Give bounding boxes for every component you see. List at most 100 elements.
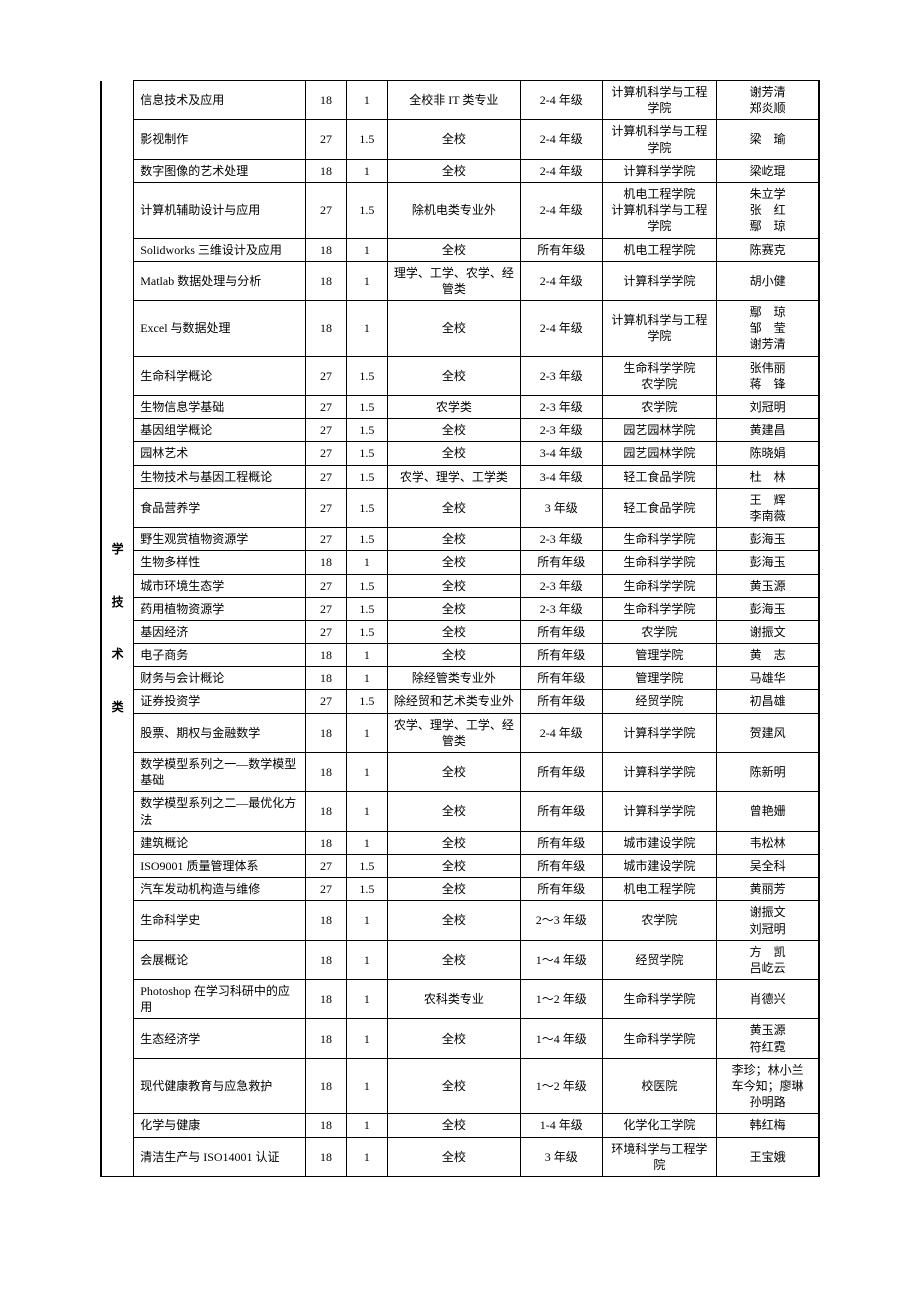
instructors-cell: 彭海玉 <box>717 551 819 574</box>
dept-cell: 农学院 <box>602 396 717 419</box>
instructors-cell: 朱立学张 红鄢 琼 <box>717 182 819 238</box>
instructors-cell: 胡小健 <box>717 261 819 300</box>
dept-cell: 计算机科学与工程学院 <box>602 81 717 120</box>
instructors-cell: 曾艳姗 <box>717 792 819 831</box>
scope-cell: 全校 <box>387 901 520 940</box>
scope-cell: 全校 <box>387 238 520 261</box>
dept-cell: 计算科学学院 <box>602 261 717 300</box>
dept-cell: 生命科学学院 <box>602 597 717 620</box>
table-row: 食品营养学271.5全校3 年级轻工食品学院王 辉李南薇 <box>101 488 819 527</box>
table-row: 基因组学概论271.5全校2-3 年级园艺园林学院黄建昌 <box>101 419 819 442</box>
credit-cell: 1 <box>346 1137 387 1176</box>
hours-cell: 18 <box>306 238 347 261</box>
grade-cell: 2-4 年级 <box>520 120 602 159</box>
scope-cell: 除经贸和艺术类专业外 <box>387 690 520 713</box>
course-cell: 清洁生产与 ISO14001 认证 <box>134 1137 306 1176</box>
scope-cell: 农学类 <box>387 396 520 419</box>
table-row: 野生观赏植物资源学271.5全校2-3 年级生命科学学院彭海玉 <box>101 528 819 551</box>
grade-cell: 所有年级 <box>520 644 602 667</box>
instructors-cell: 张伟丽蒋 锋 <box>717 356 819 395</box>
dept-cell: 城市建设学院 <box>602 831 717 854</box>
table-row: 财务与会计概论181除经管类专业外所有年级管理学院马雄华 <box>101 667 819 690</box>
scope-cell: 全校 <box>387 419 520 442</box>
dept-cell: 机电工程学院 <box>602 238 717 261</box>
course-cell: 园林艺术 <box>134 442 306 465</box>
instructors-cell: 谢振文刘冠明 <box>717 901 819 940</box>
table-row: Solidworks 三维设计及应用181全校所有年级机电工程学院陈赛克 <box>101 238 819 261</box>
instructors-cell: 刘冠明 <box>717 396 819 419</box>
scope-cell: 全校 <box>387 528 520 551</box>
credit-cell: 1 <box>346 644 387 667</box>
hours-cell: 18 <box>306 667 347 690</box>
course-cell: Photoshop 在学习科研中的应用 <box>134 980 306 1019</box>
credit-cell: 1 <box>346 1058 387 1114</box>
course-cell: 信息技术及应用 <box>134 81 306 120</box>
dept-cell: 管理学院 <box>602 644 717 667</box>
course-cell: 化学与健康 <box>134 1114 306 1137</box>
scope-cell: 全校 <box>387 620 520 643</box>
grade-cell: 2-4 年级 <box>520 713 602 752</box>
scope-cell: 农学、理学、工学、经管类 <box>387 713 520 752</box>
credit-cell: 1 <box>346 301 387 357</box>
course-cell: 药用植物资源学 <box>134 597 306 620</box>
dept-cell: 计算机科学与工程学院 <box>602 301 717 357</box>
table-row: 建筑概论181全校所有年级城市建设学院韦松林 <box>101 831 819 854</box>
grade-cell: 2-3 年级 <box>520 574 602 597</box>
instructors-cell: 韩红梅 <box>717 1114 819 1137</box>
grade-cell: 所有年级 <box>520 792 602 831</box>
credit-cell: 1.5 <box>346 356 387 395</box>
credit-cell: 1 <box>346 753 387 792</box>
dept-cell: 生命科学学院农学院 <box>602 356 717 395</box>
instructors-cell: 黄 志 <box>717 644 819 667</box>
course-cell: 财务与会计概论 <box>134 667 306 690</box>
dept-cell: 经贸学院 <box>602 940 717 979</box>
credit-cell: 1.5 <box>346 690 387 713</box>
hours-cell: 27 <box>306 442 347 465</box>
instructors-cell: 彭海玉 <box>717 597 819 620</box>
course-cell: Matlab 数据处理与分析 <box>134 261 306 300</box>
instructors-cell: 彭海玉 <box>717 528 819 551</box>
scope-cell: 全校 <box>387 301 520 357</box>
scope-cell: 全校 <box>387 878 520 901</box>
course-cell: 城市环境生态学 <box>134 574 306 597</box>
hours-cell: 27 <box>306 854 347 877</box>
table-row: 清洁生产与 ISO14001 认证181全校3 年级环境科学与工程学院王宝娥 <box>101 1137 819 1176</box>
scope-cell: 理学、工学、农学、经管类 <box>387 261 520 300</box>
grade-cell: 1-4 年级 <box>520 1114 602 1137</box>
grade-cell: 2-4 年级 <box>520 261 602 300</box>
instructors-cell: 肖德兴 <box>717 980 819 1019</box>
instructors-cell: 贺建风 <box>717 713 819 752</box>
course-cell: 股票、期权与金融数学 <box>134 713 306 752</box>
course-cell: 数学模型系列之二—最优化方法 <box>134 792 306 831</box>
credit-cell: 1 <box>346 551 387 574</box>
hours-cell: 18 <box>306 81 347 120</box>
scope-cell: 全校 <box>387 159 520 182</box>
scope-cell: 农学、理学、工学类 <box>387 465 520 488</box>
table-row: 数学模型系列之二—最优化方法181全校所有年级计算科学学院曾艳姗 <box>101 792 819 831</box>
table-row: 生物多样性181全校所有年级生命科学学院彭海玉 <box>101 551 819 574</box>
credit-cell: 1.5 <box>346 419 387 442</box>
grade-cell: 2-3 年级 <box>520 419 602 442</box>
scope-cell: 全校 <box>387 1019 520 1058</box>
course-cell: 野生观赏植物资源学 <box>134 528 306 551</box>
hours-cell: 18 <box>306 940 347 979</box>
table-row: 电子商务181全校所有年级管理学院黄 志 <box>101 644 819 667</box>
grade-cell: 2-4 年级 <box>520 182 602 238</box>
course-cell: 生物技术与基因工程概论 <box>134 465 306 488</box>
grade-cell: 所有年级 <box>520 878 602 901</box>
table-row: Matlab 数据处理与分析181理学、工学、农学、经管类2-4 年级计算科学学… <box>101 261 819 300</box>
scope-cell: 全校 <box>387 831 520 854</box>
grade-cell: 所有年级 <box>520 620 602 643</box>
scope-cell: 全校 <box>387 1137 520 1176</box>
credit-cell: 1.5 <box>346 878 387 901</box>
category-cell: 学技术类 <box>101 81 134 1177</box>
hours-cell: 27 <box>306 574 347 597</box>
dept-cell: 计算科学学院 <box>602 753 717 792</box>
grade-cell: 2-3 年级 <box>520 356 602 395</box>
grade-cell: 2-4 年级 <box>520 81 602 120</box>
hours-cell: 27 <box>306 396 347 419</box>
hours-cell: 27 <box>306 419 347 442</box>
hours-cell: 18 <box>306 753 347 792</box>
hours-cell: 27 <box>306 878 347 901</box>
credit-cell: 1 <box>346 980 387 1019</box>
